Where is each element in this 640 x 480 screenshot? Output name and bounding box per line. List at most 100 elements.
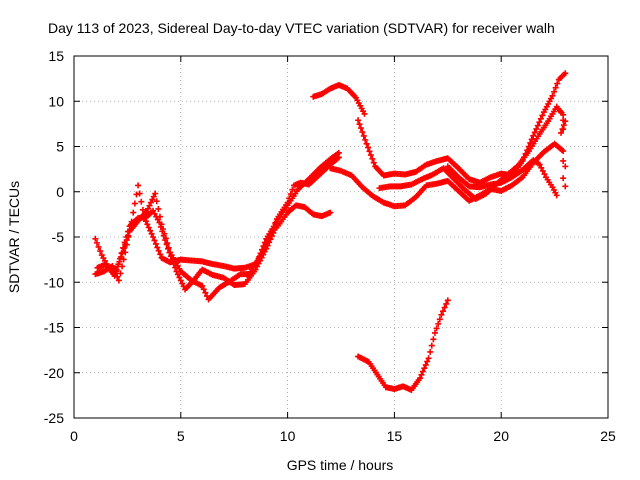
data-point (327, 209, 334, 216)
data-point (539, 112, 546, 119)
data-point (111, 266, 118, 273)
data-point (122, 249, 129, 256)
data-point (152, 190, 159, 197)
data-point (289, 186, 296, 193)
data-point (441, 304, 448, 311)
data-point (436, 316, 443, 323)
y-tick-label: -25 (44, 410, 64, 426)
data-point (553, 192, 560, 199)
data-point (145, 205, 152, 212)
data-point (560, 122, 567, 129)
data-point (145, 224, 152, 231)
data-point (179, 280, 186, 287)
data-marks (92, 70, 569, 393)
data-point (534, 122, 541, 129)
data-point (152, 240, 159, 247)
data-point (263, 242, 270, 249)
data-point (146, 202, 153, 209)
y-tick-label: -15 (44, 320, 64, 336)
y-tick-label: -10 (44, 274, 64, 290)
data-point (443, 300, 450, 307)
data-point (284, 199, 291, 206)
data-point (562, 183, 569, 190)
y-axis-label: SDTVAR / TECUs (6, 181, 22, 293)
data-point (127, 226, 134, 233)
data-point (560, 157, 567, 164)
data-point (147, 227, 154, 234)
data-point (135, 182, 142, 189)
data-point (357, 125, 364, 132)
data-point (286, 195, 293, 202)
data-point (141, 214, 148, 221)
data-point (148, 230, 155, 237)
data-point (128, 218, 135, 225)
data-point (366, 148, 373, 155)
data-point (422, 361, 429, 368)
data-point (157, 251, 164, 258)
data-point (361, 110, 368, 117)
data-point (120, 245, 127, 252)
data-point (202, 289, 209, 296)
data-point (421, 365, 428, 372)
data-point (438, 311, 445, 318)
data-point (272, 219, 279, 226)
data-point (335, 154, 342, 161)
data-point (119, 263, 126, 270)
y-tick-label: 15 (48, 48, 64, 64)
data-point (155, 247, 162, 254)
data-point (131, 200, 138, 207)
series-10 (560, 157, 569, 190)
data-point (92, 235, 99, 242)
data-point (537, 115, 544, 122)
data-point (539, 167, 546, 174)
data-point (123, 241, 130, 248)
data-point (165, 244, 172, 251)
data-point (155, 205, 162, 212)
data-point (536, 119, 543, 126)
data-point (359, 129, 366, 136)
data-point (558, 109, 565, 116)
data-point (160, 226, 166, 233)
data-point (433, 325, 440, 332)
chart-title: Day 113 of 2023, Sidereal Day-to-day VTE… (48, 20, 555, 36)
data-point (125, 234, 132, 240)
data-point (174, 271, 181, 278)
data-point (177, 277, 184, 284)
data-point (562, 163, 569, 170)
data-point (116, 258, 123, 265)
data-point (427, 348, 434, 355)
data-point (428, 342, 435, 349)
data-point (156, 213, 163, 220)
data-point (360, 132, 367, 139)
data-point (138, 198, 145, 205)
data-point (418, 371, 425, 378)
data-point (144, 221, 151, 228)
data-point (130, 209, 137, 216)
data-point (139, 206, 146, 213)
data-point (439, 308, 446, 315)
data-point (161, 230, 168, 237)
data-point (560, 148, 567, 155)
data-point (269, 227, 276, 234)
data-point (264, 238, 271, 245)
data-point (417, 375, 424, 382)
series-4 (310, 81, 368, 117)
series-3 (92, 154, 342, 284)
data-point (147, 199, 154, 206)
series-5 (355, 297, 451, 393)
data-point (533, 125, 540, 132)
data-point (435, 320, 442, 327)
data-point (162, 235, 169, 242)
y-tick-label: -20 (44, 365, 64, 381)
x-tick-label: 5 (177, 428, 185, 444)
data-point (370, 159, 377, 166)
data-point (541, 171, 548, 178)
data-point (431, 329, 438, 336)
data-point (93, 239, 100, 246)
y-tick-label: 0 (56, 184, 64, 200)
data-point (158, 221, 165, 228)
data-point (117, 270, 124, 277)
data-point (562, 70, 569, 77)
